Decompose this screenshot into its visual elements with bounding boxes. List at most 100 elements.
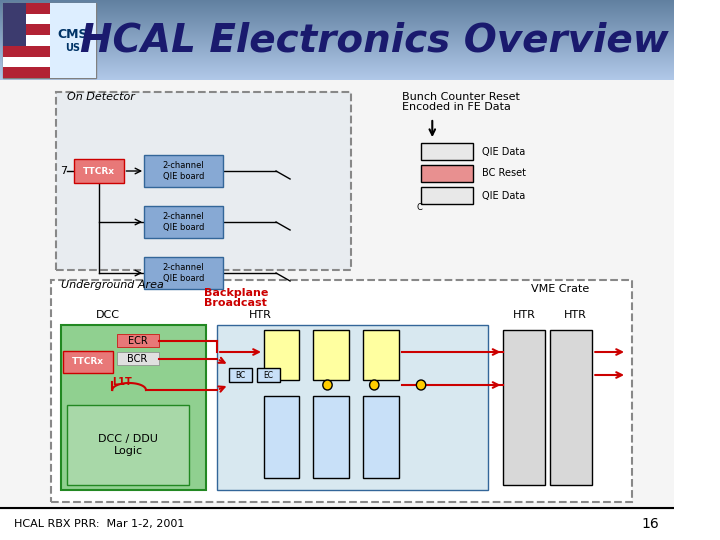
Bar — [0, 4, 674, 5]
Bar — [0, 63, 674, 64]
Bar — [0, 54, 674, 55]
Bar — [0, 50, 674, 51]
Bar — [0, 7, 674, 8]
Text: 2-channel
QIE board: 2-channel QIE board — [163, 212, 204, 232]
Bar — [0, 29, 674, 30]
Bar — [0, 35, 674, 36]
Bar — [0, 3, 674, 4]
Bar — [0, 66, 674, 67]
Text: Underground Area: Underground Area — [60, 280, 163, 290]
Text: HCAL Electronics Overview: HCAL Electronics Overview — [80, 21, 669, 59]
Bar — [0, 45, 674, 46]
Bar — [51, 280, 631, 502]
Bar — [50, 3, 96, 78]
Bar — [68, 405, 189, 485]
Bar — [0, 34, 674, 35]
Text: L1T: L1T — [112, 377, 132, 387]
Bar — [0, 9, 674, 10]
Bar — [0, 30, 674, 31]
Bar — [0, 51, 674, 52]
Bar — [0, 70, 674, 71]
Bar — [0, 21, 674, 22]
Bar — [0, 62, 674, 63]
Bar — [0, 64, 674, 65]
Bar — [0, 19, 674, 20]
Bar — [0, 16, 674, 17]
Bar — [3, 3, 26, 46]
Bar — [0, 41, 674, 42]
Bar — [60, 325, 206, 490]
FancyBboxPatch shape — [144, 206, 222, 238]
Bar — [0, 23, 674, 24]
Bar — [0, 48, 674, 49]
Text: CMS: CMS — [58, 29, 89, 42]
Text: Bunch Counter Reset: Bunch Counter Reset — [402, 92, 521, 102]
Bar — [0, 0, 674, 1]
Bar — [0, 22, 674, 23]
Bar — [0, 47, 674, 48]
Bar — [3, 3, 50, 14]
Bar — [0, 33, 674, 34]
FancyBboxPatch shape — [63, 351, 113, 373]
Bar — [550, 330, 593, 485]
Bar — [0, 44, 674, 45]
Bar — [421, 143, 472, 160]
Bar — [363, 330, 399, 380]
Text: VME Crate: VME Crate — [531, 284, 590, 294]
Bar — [0, 39, 674, 40]
FancyBboxPatch shape — [74, 159, 125, 183]
Circle shape — [369, 380, 379, 390]
Text: US: US — [66, 43, 81, 53]
Bar — [0, 73, 674, 74]
Bar — [313, 330, 349, 380]
Text: 2-channel
QIE board: 2-channel QIE board — [163, 161, 204, 181]
Bar — [421, 187, 472, 204]
Bar — [0, 8, 674, 9]
Bar — [0, 1, 674, 2]
Bar — [0, 42, 674, 43]
Bar — [0, 24, 674, 25]
Text: On Detector: On Detector — [68, 92, 135, 102]
Bar — [0, 74, 674, 75]
Bar — [363, 396, 399, 478]
Bar — [0, 61, 674, 62]
Bar — [3, 68, 50, 78]
Bar — [3, 14, 50, 24]
Bar — [0, 65, 674, 66]
Bar — [0, 77, 674, 78]
Text: C: C — [416, 203, 422, 212]
Bar — [0, 31, 674, 32]
Bar — [0, 38, 674, 39]
Bar — [503, 330, 546, 485]
Bar — [0, 58, 674, 59]
Text: HTR: HTR — [248, 310, 271, 320]
Bar — [0, 14, 674, 15]
Text: BC: BC — [235, 370, 246, 380]
Text: BC Reset: BC Reset — [482, 168, 526, 179]
Bar — [0, 53, 674, 54]
Bar — [0, 5, 674, 6]
Text: BCR: BCR — [127, 354, 148, 363]
Bar — [229, 368, 252, 382]
Bar — [0, 32, 674, 33]
Bar — [0, 72, 674, 73]
Bar — [0, 27, 674, 28]
Bar — [0, 6, 674, 7]
Text: 16: 16 — [642, 517, 660, 531]
FancyBboxPatch shape — [144, 257, 222, 289]
Bar — [217, 325, 488, 490]
Bar — [0, 46, 674, 47]
Bar — [3, 24, 50, 35]
Bar — [0, 28, 674, 29]
Bar — [0, 20, 674, 21]
Bar — [3, 46, 50, 57]
Bar — [0, 59, 674, 60]
Bar — [0, 25, 674, 26]
Bar — [3, 3, 96, 78]
Bar — [0, 10, 674, 11]
Bar — [0, 40, 674, 41]
Bar — [0, 79, 674, 80]
Text: ECR: ECR — [127, 335, 148, 346]
Bar — [264, 396, 300, 478]
Bar — [56, 92, 351, 270]
